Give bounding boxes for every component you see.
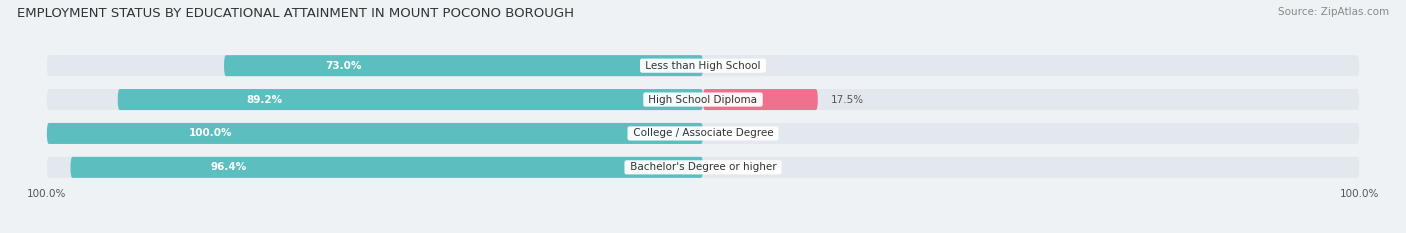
Text: 89.2%: 89.2%	[246, 95, 283, 105]
FancyBboxPatch shape	[46, 55, 1360, 76]
FancyBboxPatch shape	[46, 89, 1360, 110]
Text: Source: ZipAtlas.com: Source: ZipAtlas.com	[1278, 7, 1389, 17]
FancyBboxPatch shape	[70, 157, 703, 178]
FancyBboxPatch shape	[224, 55, 703, 76]
Text: 17.5%: 17.5%	[831, 95, 865, 105]
Text: EMPLOYMENT STATUS BY EDUCATIONAL ATTAINMENT IN MOUNT POCONO BOROUGH: EMPLOYMENT STATUS BY EDUCATIONAL ATTAINM…	[17, 7, 574, 20]
Text: 73.0%: 73.0%	[326, 61, 361, 71]
Text: 0.0%: 0.0%	[716, 61, 742, 71]
Text: High School Diploma: High School Diploma	[645, 95, 761, 105]
FancyBboxPatch shape	[118, 89, 703, 110]
Text: 0.0%: 0.0%	[716, 128, 742, 138]
Text: 0.0%: 0.0%	[716, 162, 742, 172]
Text: 100.0%: 100.0%	[27, 189, 66, 199]
Text: 96.4%: 96.4%	[211, 162, 246, 172]
FancyBboxPatch shape	[46, 123, 1360, 144]
Text: Less than High School: Less than High School	[643, 61, 763, 71]
Text: Bachelor's Degree or higher: Bachelor's Degree or higher	[627, 162, 779, 172]
Text: 100.0%: 100.0%	[1340, 189, 1379, 199]
FancyBboxPatch shape	[46, 157, 1360, 178]
FancyBboxPatch shape	[46, 123, 703, 144]
FancyBboxPatch shape	[703, 89, 818, 110]
Text: College / Associate Degree: College / Associate Degree	[630, 128, 776, 138]
Text: 100.0%: 100.0%	[190, 128, 232, 138]
